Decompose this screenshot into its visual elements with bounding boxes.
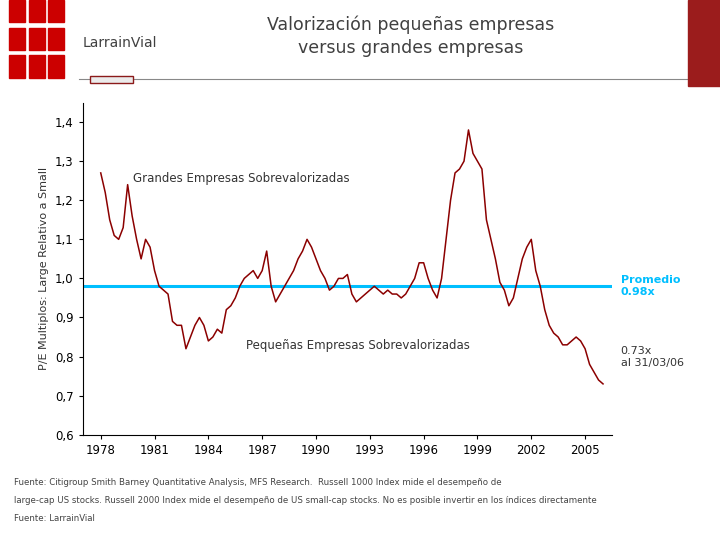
Bar — [9, 0, 25, 23]
Bar — [90, 76, 133, 83]
Text: Fuente: LarrainVial: Fuente: LarrainVial — [14, 514, 95, 523]
Text: Grandes Empresas Sobrevalorizadas: Grandes Empresas Sobrevalorizadas — [133, 172, 350, 185]
Text: 0.73x
al 31/03/06: 0.73x al 31/03/06 — [621, 346, 684, 368]
Bar — [688, 0, 720, 86]
Bar — [29, 28, 45, 50]
Text: Fuente: Citigroup Smith Barney Quantitative Analysis, MFS Research.  Russell 100: Fuente: Citigroup Smith Barney Quantitat… — [14, 478, 502, 487]
Bar — [9, 55, 25, 78]
Bar — [48, 55, 64, 78]
Text: LarrainVial: LarrainVial — [83, 36, 157, 50]
Text: Pequeñas Empresas Sobrevalorizadas: Pequeñas Empresas Sobrevalorizadas — [246, 339, 470, 352]
Y-axis label: P/E Multiplos: Large Relativo a Small: P/E Multiplos: Large Relativo a Small — [40, 167, 50, 370]
Text: Valorización pequeñas empresas
versus grandes empresas: Valorización pequeñas empresas versus gr… — [267, 15, 554, 57]
Bar — [9, 28, 25, 50]
Text: large-cap US stocks. Russell 2000 Index mide el desempeño de US small-cap stocks: large-cap US stocks. Russell 2000 Index … — [14, 496, 597, 505]
Bar — [29, 55, 45, 78]
Bar — [48, 0, 64, 23]
Text: Promedio
0.98x: Promedio 0.98x — [621, 275, 680, 298]
Bar — [29, 0, 45, 23]
Bar — [48, 28, 64, 50]
